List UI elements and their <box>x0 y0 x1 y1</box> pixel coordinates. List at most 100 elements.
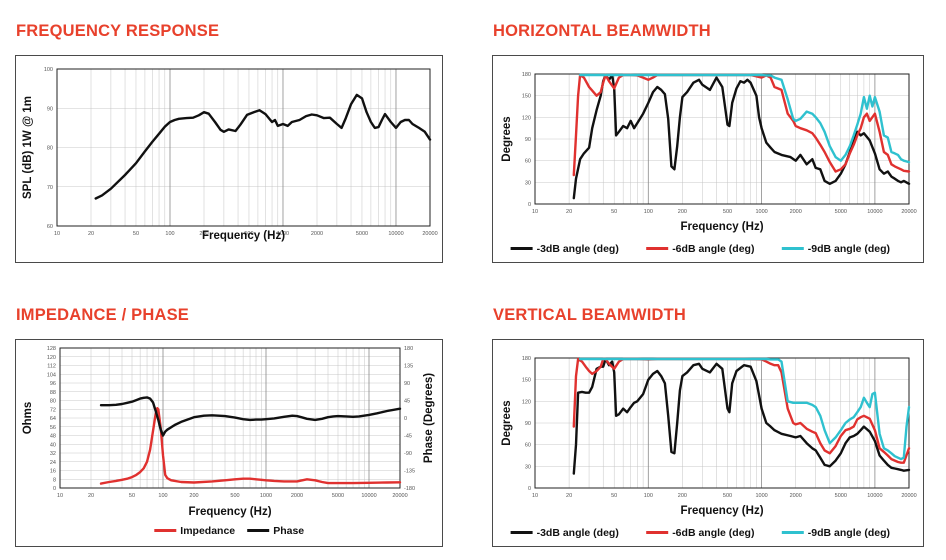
x-tick-label: 20000 <box>901 493 916 499</box>
y-tick-label: 8 <box>53 477 56 483</box>
vertical-beamwidth-panel: 10 20 50 100 200 500 1000 2000 5000 10000 20000 0 30… <box>492 339 924 547</box>
y-tick-label: 60 <box>525 159 531 165</box>
y-tick-label: 100 <box>44 67 53 73</box>
y-tick-label: 0 <box>528 486 531 492</box>
x-tick-label: 5000 <box>835 493 847 499</box>
legend-label: Phase <box>273 525 304 537</box>
y-axis-title: SPL (dB) 1W @ 1m <box>22 96 34 199</box>
x-tick-label: 20 <box>88 493 94 499</box>
x-tick-label: 200 <box>189 493 198 499</box>
y-axis-title: Ohms <box>22 402 34 435</box>
y-tick-label: 80 <box>50 399 56 405</box>
frequency-response-chart: 10 20 50 100 200 500 1000 2000 5000 10000 20000 60 7… <box>22 67 438 242</box>
y-tick-label: 40 <box>50 442 56 448</box>
y-tick-label: 64 <box>50 416 56 422</box>
y-tick-label: 96 <box>50 381 56 387</box>
y-tick-label: 120 <box>522 399 531 405</box>
x-tick-label: 500 <box>723 493 732 499</box>
y-tick-label: 90 <box>525 137 531 143</box>
y-tick-label: 180 <box>522 356 531 362</box>
legend-item-9db-angle-deg: -9dB angle (deg) <box>781 243 890 255</box>
y-tick-label: 30 <box>525 464 531 470</box>
x-tick-label: 10000 <box>361 493 376 499</box>
x-tick-label: 10000 <box>867 493 882 499</box>
y-right-tick-label: -90 <box>404 451 412 457</box>
series-line-phase <box>99 396 402 437</box>
y-axis-title-right: Phase (Degrees) <box>423 373 435 463</box>
y-tick-label: 90 <box>525 421 531 427</box>
section-title-vertical-beamwidth: VERTICAL BEAMWIDTH <box>493 306 687 324</box>
y-tick-label: 120 <box>522 115 531 121</box>
x-tick-label: 500 <box>230 493 239 499</box>
x-tick-label: 100 <box>158 493 167 499</box>
x-tick-label: 200 <box>199 231 208 237</box>
y-tick-label: 16 <box>50 469 56 475</box>
x-tick-label: 20 <box>566 209 572 215</box>
x-tick-label: 1000 <box>755 493 767 499</box>
y-tick-label: 128 <box>47 346 56 352</box>
y-right-tick-label: 135 <box>404 364 413 370</box>
section-title-horizontal-beamwidth: HORIZONTAL BEAMWIDTH <box>493 22 711 40</box>
series-line-3db-angle-deg <box>572 73 911 200</box>
legend-item-3db-angle-deg: -3dB angle (deg) <box>510 527 619 539</box>
x-axis-title: Frequency (Hz) <box>202 230 285 242</box>
x-tick-label: 10 <box>54 231 60 237</box>
x-tick-label: 50 <box>129 493 135 499</box>
series-line-9db-angle-deg <box>578 73 911 164</box>
x-tick-label: 5000 <box>835 209 847 215</box>
y-tick-label: 150 <box>522 378 531 384</box>
section-title-frequency-response: FREQUENCY RESPONSE <box>16 22 220 40</box>
x-tick-label: 1000 <box>755 209 767 215</box>
x-axis-title: Frequency (Hz) <box>188 506 271 518</box>
y-right-tick-label: 90 <box>404 381 410 387</box>
series-line-impedance <box>99 407 402 485</box>
x-tick-label: 20000 <box>901 209 916 215</box>
x-tick-label: 10 <box>57 493 63 499</box>
y-right-tick-label: -45 <box>404 434 412 440</box>
series-line-6db-angle-deg <box>572 73 911 177</box>
y-tick-label: 72 <box>50 407 56 413</box>
legend-label: -6dB angle (deg) <box>672 527 754 539</box>
y-tick-label: 56 <box>50 425 56 431</box>
y-tick-label: 70 <box>47 185 53 191</box>
impedance-phase-panel: 10 20 50 100 200 500 1000 2000 5000 10000 20000 0 8 1… <box>15 339 443 547</box>
x-tick-label: 200 <box>678 209 687 215</box>
y-tick-label: 150 <box>522 94 531 100</box>
legend-label: Impedance <box>180 525 235 537</box>
legend-item-3db-angle-deg: -3dB angle (deg) <box>510 243 619 255</box>
x-tick-label: 5000 <box>332 493 344 499</box>
x-tick-label: 1000 <box>277 231 289 237</box>
y-tick-label: 30 <box>525 180 531 186</box>
x-tick-label: 5000 <box>356 231 368 237</box>
y-right-tick-label: 45 <box>404 399 410 405</box>
frequency-response-panel: 10 20 50 100 200 500 1000 2000 5000 10000 20000 60 7… <box>15 55 443 263</box>
x-tick-label: 100 <box>165 231 174 237</box>
y-tick-label: 112 <box>47 364 56 370</box>
x-tick-label: 20000 <box>392 493 407 499</box>
series-line-freq-0 <box>94 93 432 200</box>
y-axis-title: Degrees <box>501 400 513 445</box>
y-tick-label: 60 <box>47 224 53 230</box>
legend-item-6db-angle-deg: -6dB angle (deg) <box>646 243 754 255</box>
imp-plot-frame <box>59 347 401 489</box>
y-tick-label: 88 <box>50 390 56 396</box>
y-right-tick-label: -135 <box>404 469 415 475</box>
series-line-3db-angle-deg <box>572 357 911 475</box>
x-tick-label: 20000 <box>422 231 437 237</box>
x-tick-label: 1000 <box>260 493 272 499</box>
y-tick-label: 80 <box>47 146 53 152</box>
x-tick-label: 10000 <box>388 231 403 237</box>
x-tick-label: 50 <box>611 493 617 499</box>
x-tick-label: 10000 <box>867 209 882 215</box>
y-tick-label: 180 <box>522 72 531 78</box>
x-tick-label: 10 <box>532 493 538 499</box>
x-tick-label: 50 <box>133 231 139 237</box>
y-tick-label: 48 <box>50 434 56 440</box>
y-tick-label: 90 <box>47 106 53 112</box>
x-tick-label: 100 <box>644 209 653 215</box>
x-tick-label: 20 <box>88 231 94 237</box>
x-tick-label: 2000 <box>311 231 323 237</box>
y-tick-label: 0 <box>528 202 531 208</box>
x-tick-label: 10 <box>532 209 538 215</box>
vbeam-grid <box>534 357 910 489</box>
